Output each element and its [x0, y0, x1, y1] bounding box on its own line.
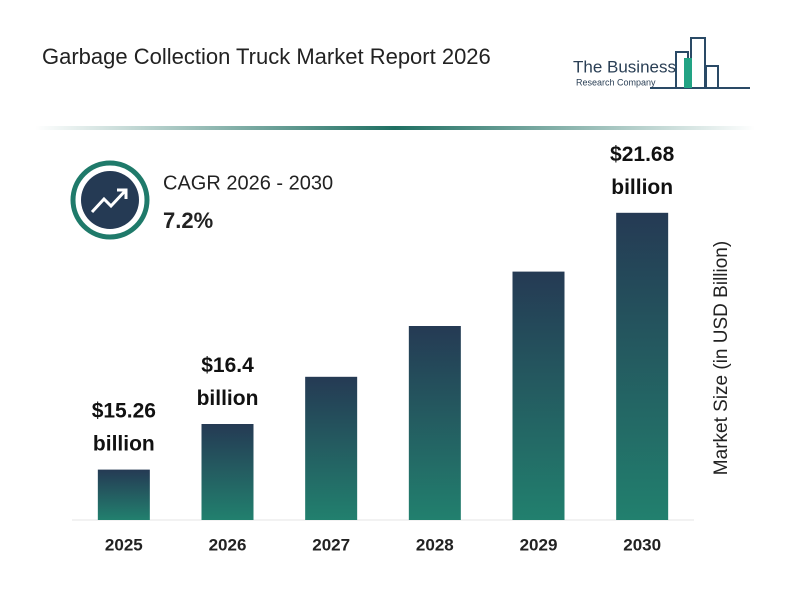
x-tick-label: 2028 — [416, 535, 454, 554]
bar — [305, 376, 358, 520]
y-axis-label: Market Size (in USD Billion) — [711, 241, 732, 475]
cagr-icon — [70, 160, 150, 240]
x-tick-label: 2026 — [209, 535, 247, 554]
bar — [408, 326, 461, 520]
data-label: $16.4 billion — [197, 354, 259, 410]
divider — [35, 126, 755, 130]
cagr-label: CAGR 2026 - 2030 — [163, 172, 333, 194]
x-tick-label: 2030 — [623, 535, 661, 554]
title: Garbage Collection Truck Market Report 2… — [42, 44, 491, 69]
cagr-value: 7.2% — [163, 208, 213, 233]
logo-subtext: Research Company — [576, 77, 656, 87]
data-label: $15.26 billion — [92, 399, 156, 455]
x-tick-label: 2029 — [520, 535, 558, 554]
bar — [97, 469, 150, 520]
logo-text: The Business — [573, 57, 676, 76]
bar — [616, 212, 669, 521]
logo — [650, 37, 750, 89]
bar — [201, 424, 254, 520]
x-tick-label: 2027 — [312, 535, 350, 554]
bar — [512, 271, 565, 520]
data-label: $21.68 billion — [610, 142, 675, 198]
x-tick-label: 2025 — [105, 535, 143, 554]
